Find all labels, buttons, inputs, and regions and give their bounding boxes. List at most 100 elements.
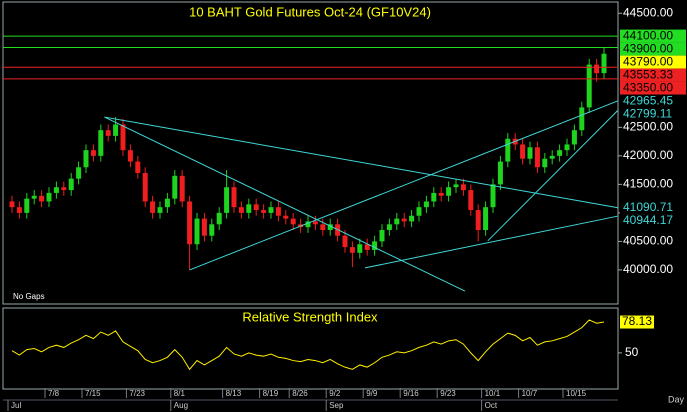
price-label: 42799.11 xyxy=(623,106,672,120)
candle-body xyxy=(201,218,207,236)
price-label-box xyxy=(620,55,686,69)
candle-body xyxy=(261,210,267,213)
candle-body xyxy=(571,130,577,145)
x-tick-label: 8/26 xyxy=(292,389,308,398)
month-label: Jul xyxy=(11,401,21,410)
candle-body xyxy=(46,192,52,202)
rsi-tick-label: 50 xyxy=(625,345,639,359)
candle-body xyxy=(534,147,540,168)
candle-body xyxy=(520,144,526,159)
month-label: Sep xyxy=(329,401,344,410)
candle-body xyxy=(475,210,481,230)
candle-body xyxy=(120,124,126,151)
price-label: 42965.45 xyxy=(623,93,673,107)
candle-body xyxy=(497,161,503,185)
candle-body xyxy=(135,161,141,173)
x-tick-label: 9/2 xyxy=(329,389,341,398)
x-tick-label: 7/15 xyxy=(85,389,101,398)
candle-body xyxy=(305,221,311,228)
rsi-panel xyxy=(2,307,619,390)
candle-body xyxy=(379,229,385,242)
candle-body xyxy=(453,184,459,188)
y-tick-label: 42500.00 xyxy=(623,120,673,134)
price-label: 43900.00 xyxy=(623,41,673,55)
price-panel xyxy=(2,1,619,305)
candle-body xyxy=(438,192,444,196)
candle-body xyxy=(557,150,563,156)
x-tick-label: 7/23 xyxy=(129,389,145,398)
candle-body xyxy=(157,207,163,213)
candle-body xyxy=(312,221,318,225)
candle-body xyxy=(342,235,348,248)
candle-body xyxy=(253,204,259,211)
x-tick-label: 8/1 xyxy=(174,389,186,398)
candle-body xyxy=(83,150,89,168)
candle-body xyxy=(386,224,392,230)
candle-body xyxy=(224,187,230,213)
price-label: 41090.71 xyxy=(623,200,673,214)
y-tick-label: 42000.00 xyxy=(623,148,673,162)
candle-body xyxy=(172,175,178,199)
price-label: 40944.17 xyxy=(623,213,673,227)
candle-body xyxy=(113,124,119,136)
rsi-line xyxy=(11,319,605,371)
candle-body xyxy=(24,198,30,213)
y-tick-label: 40500.00 xyxy=(623,234,673,248)
candle-body xyxy=(394,218,400,225)
x-tick-label: 8/19 xyxy=(263,389,279,398)
candle-body xyxy=(401,218,407,222)
candle-body xyxy=(290,218,296,225)
candle-body xyxy=(542,158,548,168)
candle-body xyxy=(16,207,22,213)
candle-body xyxy=(490,184,496,208)
candle-body xyxy=(579,107,585,131)
x-tick-label: 10/7 xyxy=(522,389,538,398)
candle-body xyxy=(446,187,452,196)
candle-body xyxy=(423,201,429,208)
rsi-label: 78.13 xyxy=(622,314,652,328)
x-tick-label: 10/15 xyxy=(566,389,587,398)
month-label: Oct xyxy=(485,401,498,410)
candle-body xyxy=(105,130,111,136)
x-tick-label: 10/1 xyxy=(485,389,501,398)
candle-body xyxy=(483,207,489,230)
candle-body xyxy=(150,201,156,213)
x-tick-label: 9/9 xyxy=(366,389,378,398)
candle-body xyxy=(53,187,59,193)
note: No Gaps xyxy=(13,292,45,301)
candle-body xyxy=(142,172,148,202)
candle-body xyxy=(238,207,244,213)
price-label-box xyxy=(620,81,686,95)
price-label-box xyxy=(620,94,686,108)
x-tick-label: 8/13 xyxy=(226,389,242,398)
candle-body xyxy=(564,144,570,151)
candle-body xyxy=(601,53,607,74)
price-label: 43553.33 xyxy=(623,67,673,81)
candle-body xyxy=(187,201,193,245)
candle-body xyxy=(31,195,37,199)
candle-body xyxy=(505,138,511,162)
candle-body xyxy=(275,207,281,216)
candle-body xyxy=(216,212,222,225)
y-tick-label: 41500.00 xyxy=(623,177,673,191)
x-tick-label: 7/8 xyxy=(48,389,60,398)
x-tick-label: 9/16 xyxy=(403,389,419,398)
candle-body xyxy=(468,190,474,211)
trendline xyxy=(104,116,466,292)
candle-body xyxy=(231,187,237,208)
candle-body xyxy=(549,155,555,159)
candle-body xyxy=(164,198,170,208)
candle-body xyxy=(61,187,67,191)
candle-body xyxy=(194,218,200,245)
chart-title: 10 BAHT Gold Futures Oct-24 (GF10V24) xyxy=(189,4,431,19)
candle-body xyxy=(527,147,533,159)
candle-body xyxy=(179,175,185,202)
price-label-box xyxy=(620,107,686,121)
candle-body xyxy=(586,64,592,108)
candle-body xyxy=(39,195,45,202)
candle-body xyxy=(460,184,466,191)
price-label-box xyxy=(620,42,686,56)
price-label: 44100.00 xyxy=(623,28,673,42)
